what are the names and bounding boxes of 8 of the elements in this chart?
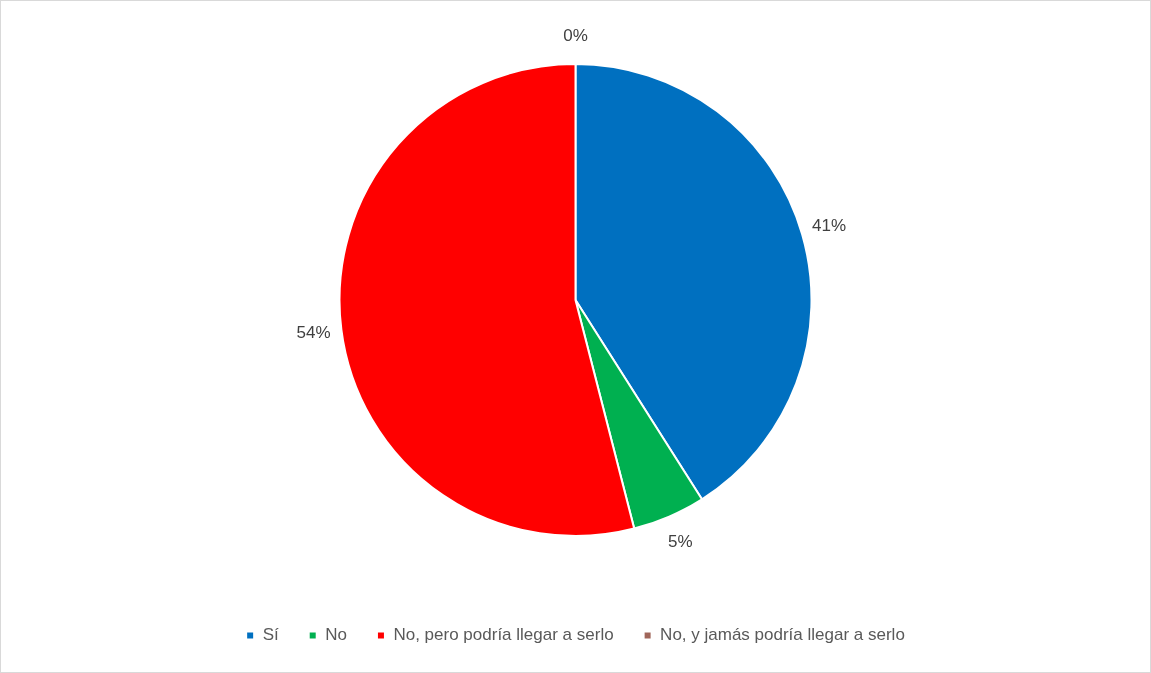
legend-label: No, pero podría llegar a serlo	[393, 625, 614, 645]
legend-label: No	[325, 625, 347, 645]
data-label: 54%	[296, 322, 331, 342]
legend-label: No, y jamás podría llegar a serlo	[660, 625, 905, 645]
data-label: 41%	[812, 216, 847, 236]
legend-label: Sí	[262, 625, 279, 645]
data-label: 5%	[668, 531, 693, 551]
text: 0%	[563, 25, 588, 45]
